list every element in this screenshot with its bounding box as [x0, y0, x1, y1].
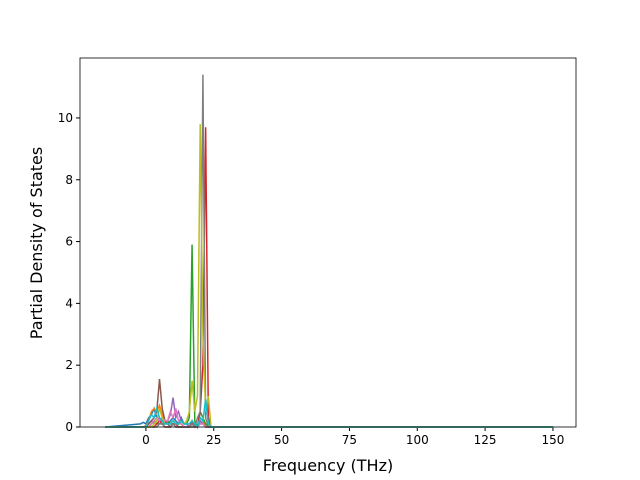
x-tick-label: 75 [342, 433, 357, 447]
y-tick-label: 10 [58, 111, 73, 125]
y-tick-label: 2 [65, 358, 73, 372]
x-tick-label: 150 [541, 433, 564, 447]
x-tick-label: 0 [142, 433, 150, 447]
y-tick-label: 0 [65, 420, 73, 434]
x-axis-label: Frequency (THz) [263, 456, 393, 475]
series-line [105, 408, 553, 428]
y-tick-label: 8 [65, 173, 73, 187]
plot-frame [79, 57, 577, 428]
series-line [105, 399, 553, 429]
y-tick-label: 6 [65, 235, 73, 249]
x-tick-label: 50 [274, 433, 289, 447]
y-axis-label: Partial Density of States [27, 147, 46, 339]
x-tick-label: 100 [406, 433, 429, 447]
y-tick-label: 4 [65, 296, 73, 310]
x-tick-label: 125 [474, 433, 497, 447]
x-tick-label: 25 [206, 433, 221, 447]
